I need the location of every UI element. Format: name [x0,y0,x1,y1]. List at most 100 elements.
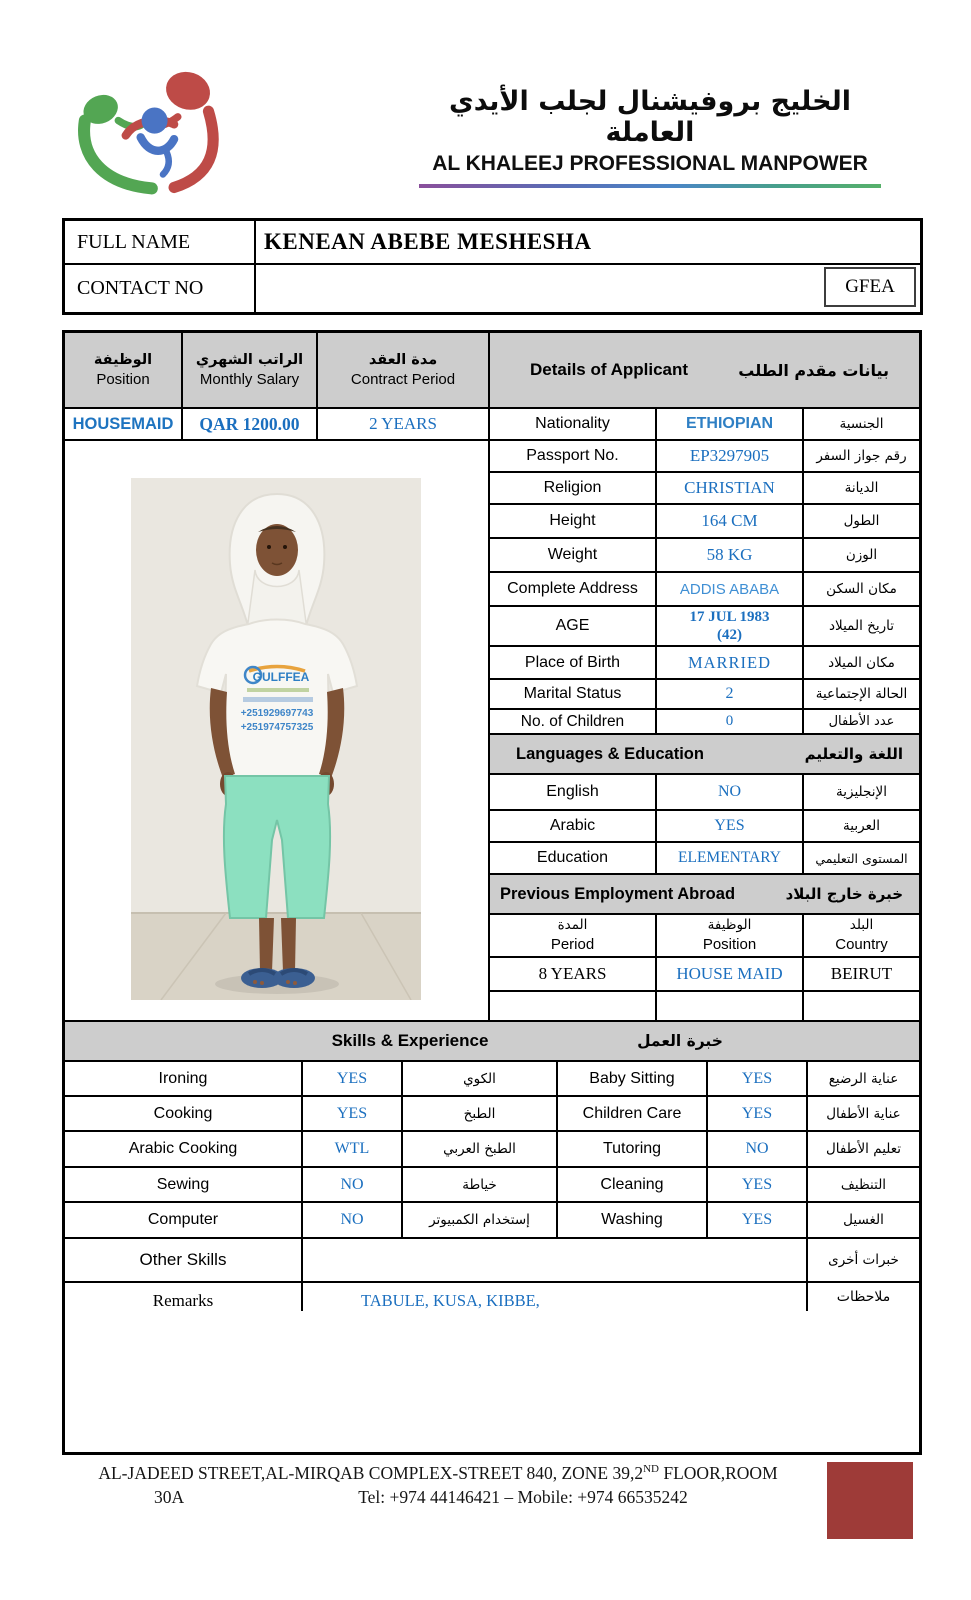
salary-value: QAR 1200.00 [183,409,318,441]
skill-value: NO [303,1203,403,1239]
position-header-cell: الوظيفة Position [65,333,183,409]
detail-value: CHRISTIAN [657,473,804,505]
detail-label-ar: رقم جواز السفر [804,441,919,473]
applicant-row-age: AGE 17 JUL 1983 (42) تاريخ الميلاد [490,607,919,647]
prev-employment-title-ar: خبرة خارج البلاد [785,885,903,903]
prev-employment-row: 8 YEARS HOUSE MAID BEIRUT [490,958,919,992]
shirt-brand-text: GULFFEA [253,670,310,684]
other-skills-value [303,1239,808,1283]
job-values-row: HOUSEMAID QAR 1200.00 2 YEARS Nationalit… [65,409,919,441]
details-title-ar: بيانات مقدم الطلب [738,360,889,380]
remarks-label-ar: ملاحظات [836,1289,891,1305]
language-label: Arabic [490,811,657,843]
salary-label-en: Monthly Salary [199,370,300,388]
skill-value: YES [303,1062,403,1097]
skill-value: YES [303,1097,403,1132]
agency-title-block: الخليج بروفيشنال لجلب الأيدي العاملة AL … [405,86,895,188]
language-row-education: Education ELEMENTARY المستوى التعليمي [490,843,919,875]
detail-label-ar: الجنسية [804,409,919,441]
prev-position [657,992,804,1022]
shirt-phone2-text: +251974757325 [241,722,314,733]
identity-table: FULL NAME KENEAN ABEBE MESHESHA CONTACT … [62,218,923,315]
applicant-row-address: Complete Address ADDIS ABABA مكان السكن [490,573,919,607]
slippers [241,968,315,988]
applicant-row-birthplace: Place of Birth MARRIED مكان الميلاد [490,647,919,680]
other-skills-label: Other Skills [65,1239,303,1283]
skill-row-ironing-babysitting: Ironing YES الكوي Baby Sitting YES عناية… [65,1062,919,1097]
pants [222,775,332,919]
prev-employment-section-header: Previous Employment Abroad خبرة خارج الب… [490,875,919,915]
footer-telephone: Tel: +974 44146421 – Mobile: +974 665352… [358,1487,688,1507]
skill-label-ar: الطبخ [403,1097,558,1132]
applicant-details: Passport No. EP3297905 رقم جواز السفر Re… [490,441,919,1022]
prev-employment-empty-row [490,992,919,1022]
languages-title-en: Languages & Education [516,744,704,763]
detail-label: Marital Status [490,680,657,710]
contract-label-en: Contract Period [350,370,456,388]
prev-position: HOUSE MAID [657,958,804,992]
applicant-person: GULFFEA +251929697743 +251974757325 [195,492,359,988]
skill-label: Sewing [65,1168,303,1203]
birth-date: 17 JUL 1983 [689,609,770,625]
detail-value: 58 KG [657,539,804,573]
applicant-photo: GULFFEA +251929697743 +251974757325 [131,478,421,1000]
other-skills-label-ar: خبرات أخرى [808,1239,919,1283]
detail-label: Religion [490,473,657,505]
applicant-row-height: Height 164 CM الطول [490,505,919,539]
col-position-ar: الوظيفة [707,916,752,933]
agency-code-box: GFEA [824,267,916,307]
language-value: NO [657,775,804,811]
prev-country [804,992,919,1022]
skill-value: NO [303,1168,403,1203]
skill-value: NO [708,1132,808,1168]
remarks-value: TABULE, KUSA, KIBBE, [303,1283,808,1311]
prev-employment-columns-row: المدة Period الوظيفة Position البلد Coun… [490,915,919,958]
detail-value: 2 [657,680,804,710]
details-title-en: Details of Applicant [530,360,689,379]
skill-value: YES [708,1203,808,1239]
detail-label: Weight [490,539,657,573]
skill-label: Washing [558,1203,708,1239]
contract-label-ar: مدة العقد [368,351,438,368]
language-label: English [490,775,657,811]
contact-no-value: GFEA [256,265,920,312]
skills-title-ar: خبرة العمل [637,1032,723,1050]
detail-label-ar: الوزن [804,539,919,573]
applicant-row-children: No. of Children 0 عدد الأطفال [490,710,919,735]
skill-label: Baby Sitting [558,1062,708,1097]
remarks-text: TABULE, KUSA, KIBBE, [361,1291,540,1310]
skill-row-computer-washing: Computer NO إستخدام الكمبيوتر Washing YE… [65,1203,919,1239]
footer-room-number: 30A [154,1487,185,1507]
skill-label: Children Care [558,1097,708,1132]
title-underline [419,184,881,188]
agency-logo [70,60,228,196]
detail-label-ar: مكان السكن [804,573,919,607]
position-label-ar: الوظيفة [93,351,153,368]
detail-label: AGE [490,607,657,647]
skill-label-ar: التنظيف [808,1168,919,1203]
shirt-phone1-text: +251929697743 [241,708,314,719]
detail-label: Nationality [490,409,657,441]
other-skills-row: Other Skills خبرات أخرى [65,1239,919,1283]
agency-title-english: AL KHALEEJ PROFESSIONAL MANPOWER [432,152,868,175]
salary-label-ar: الراتب الشهري [195,351,304,368]
detail-label-ar: عدد الأطفال [804,710,919,735]
skill-label: Cleaning [558,1168,708,1203]
language-label: Education [490,843,657,875]
footer-address-line2: 30A Tel: +974 44146421 – Mobile: +974 66… [62,1487,814,1511]
contact-no-label: CONTACT NO [65,265,256,312]
skill-row-sewing-cleaning: Sewing NO خياطة Cleaning YES التنظيف [65,1168,919,1203]
language-value: YES [657,811,804,843]
col-period-header: المدة Period [490,915,657,958]
languages-title-ar: اللغة والتعليم [804,745,903,763]
applicant-row-passport: Passport No. EP3297905 رقم جواز السفر [490,441,919,473]
job-header-row: الوظيفة Position الراتب الشهري Monthly S… [65,333,919,409]
agency-title-arabic: الخليج بروفيشنال لجلب الأيدي العاملة [448,86,852,148]
col-period-ar: المدة [557,916,588,933]
detail-label-ar: تاريخ الميلاد [804,607,919,647]
detail-label: Place of Birth [490,647,657,680]
col-country-en: Country [835,935,888,953]
footer-address-line1: AL-JADEED STREET,AL-MIRQAB COMPLEX-STREE… [62,1463,814,1484]
language-row-english: English NO الإنجليزية [490,775,919,811]
